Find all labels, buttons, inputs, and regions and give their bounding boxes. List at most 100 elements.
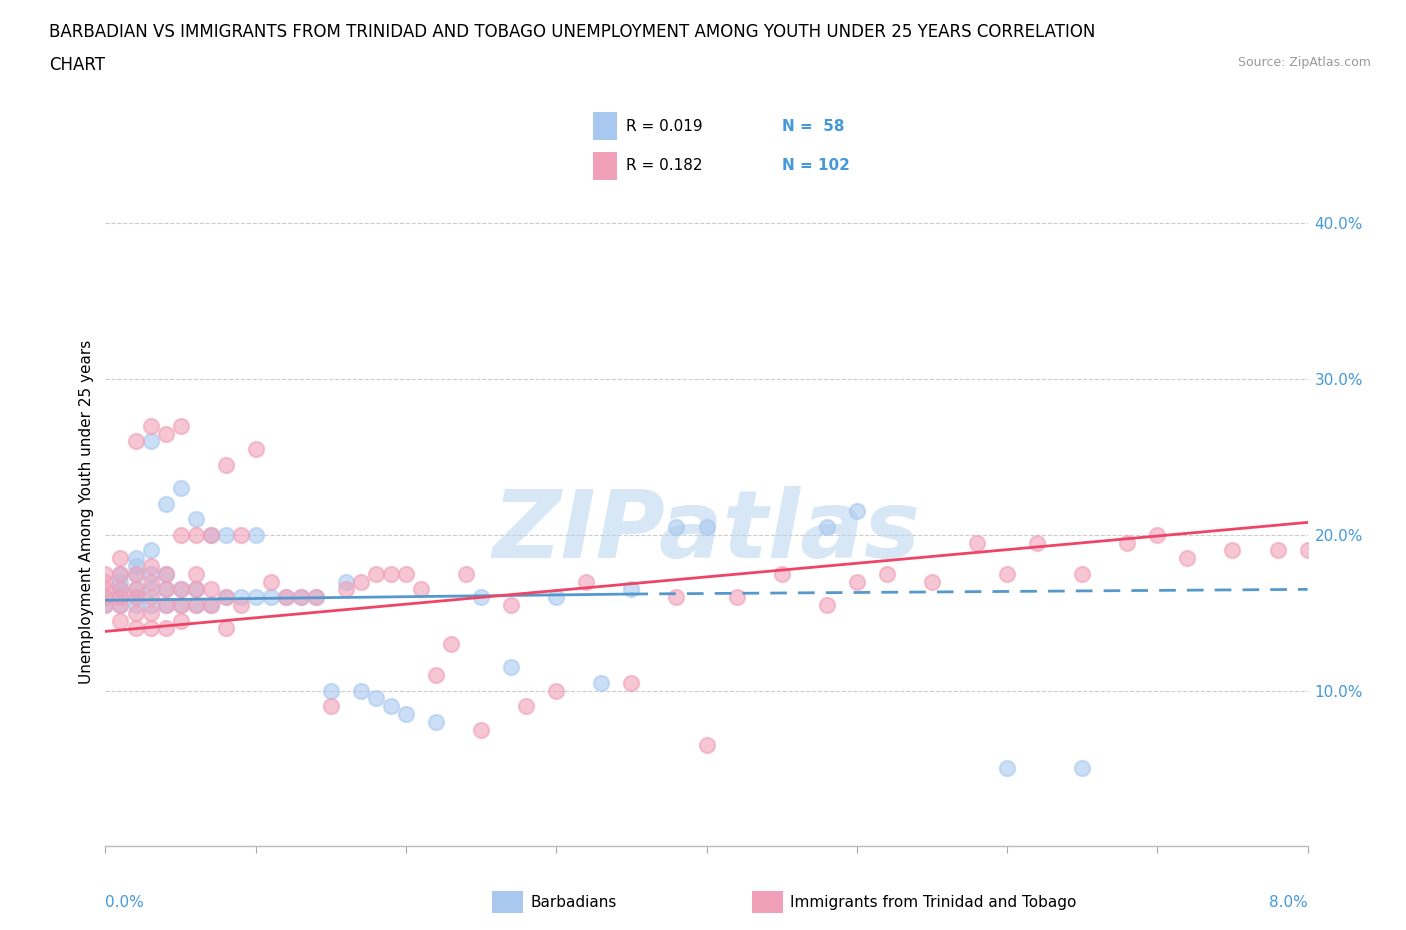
Point bbox=[546, 590, 568, 604]
Point bbox=[200, 527, 222, 542]
Point bbox=[696, 737, 718, 752]
Point bbox=[139, 574, 162, 589]
Point bbox=[575, 574, 598, 589]
Point bbox=[395, 566, 418, 581]
Point bbox=[380, 698, 402, 713]
Point bbox=[94, 597, 117, 612]
Point bbox=[470, 590, 492, 604]
Point bbox=[725, 590, 748, 604]
Point bbox=[1146, 527, 1168, 542]
Point bbox=[501, 659, 523, 674]
Point bbox=[155, 597, 177, 612]
Point bbox=[274, 590, 297, 604]
Text: CHART: CHART bbox=[49, 56, 105, 73]
Text: 8.0%: 8.0% bbox=[1268, 895, 1308, 910]
Point bbox=[169, 597, 191, 612]
Point bbox=[380, 566, 402, 581]
Point bbox=[229, 597, 252, 612]
Point bbox=[155, 566, 177, 581]
Point bbox=[200, 597, 222, 612]
Point bbox=[1116, 535, 1139, 550]
Point bbox=[139, 559, 162, 574]
Point bbox=[94, 582, 117, 597]
Point bbox=[184, 597, 207, 612]
Point bbox=[1296, 543, 1319, 558]
Point bbox=[124, 582, 146, 597]
Point bbox=[501, 597, 523, 612]
Point bbox=[200, 597, 222, 612]
Point bbox=[124, 582, 146, 597]
Point bbox=[665, 590, 688, 604]
Point bbox=[124, 590, 146, 604]
Point bbox=[139, 543, 162, 558]
Point bbox=[876, 566, 898, 581]
Point bbox=[200, 582, 222, 597]
Point bbox=[155, 582, 177, 597]
Point bbox=[110, 566, 132, 581]
Point bbox=[155, 566, 177, 581]
Point bbox=[1071, 566, 1094, 581]
Point bbox=[110, 590, 132, 604]
Point bbox=[155, 582, 177, 597]
Point bbox=[305, 590, 328, 604]
Point bbox=[229, 590, 252, 604]
Point bbox=[214, 590, 236, 604]
Point bbox=[169, 481, 191, 496]
Point bbox=[110, 582, 132, 597]
Point bbox=[845, 574, 868, 589]
Text: 0.0%: 0.0% bbox=[105, 895, 145, 910]
Point bbox=[260, 590, 283, 604]
Point bbox=[214, 590, 236, 604]
Point bbox=[169, 613, 191, 628]
Point bbox=[591, 675, 613, 690]
Point bbox=[425, 668, 447, 683]
Text: Barbadians: Barbadians bbox=[530, 895, 616, 910]
Point bbox=[319, 684, 342, 698]
Point bbox=[966, 535, 988, 550]
Point bbox=[620, 675, 643, 690]
Point bbox=[169, 527, 191, 542]
Point bbox=[290, 590, 312, 604]
Point bbox=[94, 590, 117, 604]
Point bbox=[184, 566, 207, 581]
Point bbox=[620, 582, 643, 597]
Point bbox=[921, 574, 943, 589]
Point bbox=[139, 418, 162, 433]
Point bbox=[200, 527, 222, 542]
Text: N =  58: N = 58 bbox=[782, 119, 844, 134]
Y-axis label: Unemployment Among Youth under 25 years: Unemployment Among Youth under 25 years bbox=[79, 339, 94, 684]
Point bbox=[1175, 551, 1198, 565]
Text: R = 0.019: R = 0.019 bbox=[627, 119, 703, 134]
Point bbox=[770, 566, 793, 581]
Point bbox=[260, 574, 283, 589]
Point bbox=[110, 597, 132, 612]
Point bbox=[245, 527, 267, 542]
Point bbox=[139, 597, 162, 612]
Point bbox=[139, 582, 162, 597]
Point bbox=[214, 458, 236, 472]
Point bbox=[454, 566, 477, 581]
Text: R = 0.182: R = 0.182 bbox=[627, 158, 703, 173]
Point bbox=[184, 582, 207, 597]
Point bbox=[184, 512, 207, 526]
Point bbox=[815, 520, 838, 535]
Point bbox=[335, 574, 357, 589]
Point bbox=[319, 698, 342, 713]
Point bbox=[139, 605, 162, 620]
Point bbox=[139, 566, 162, 581]
Point bbox=[94, 574, 117, 589]
Point bbox=[229, 527, 252, 542]
Point bbox=[470, 722, 492, 737]
Point bbox=[1222, 543, 1244, 558]
Text: ZIPatlas: ZIPatlas bbox=[492, 485, 921, 578]
Point bbox=[155, 621, 177, 636]
Point bbox=[350, 684, 373, 698]
Point bbox=[94, 597, 117, 612]
Point bbox=[169, 582, 191, 597]
Text: BARBADIAN VS IMMIGRANTS FROM TRINIDAD AND TOBAGO UNEMPLOYMENT AMONG YOUTH UNDER : BARBADIAN VS IMMIGRANTS FROM TRINIDAD AN… bbox=[49, 23, 1095, 41]
Point bbox=[124, 551, 146, 565]
Point bbox=[845, 504, 868, 519]
Text: Immigrants from Trinidad and Tobago: Immigrants from Trinidad and Tobago bbox=[790, 895, 1077, 910]
Point bbox=[155, 426, 177, 441]
Point bbox=[290, 590, 312, 604]
